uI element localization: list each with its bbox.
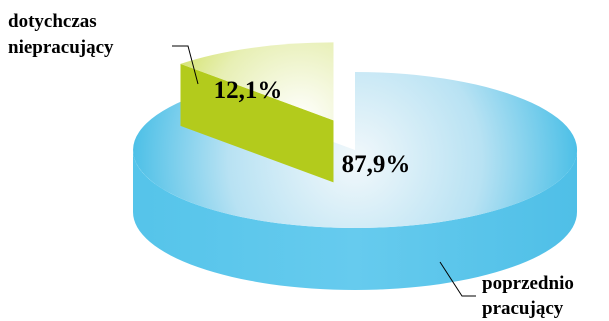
value-label-poprzednio: 87,9%: [342, 151, 411, 178]
category-label-poprzednio-line2: pracujący: [482, 298, 564, 319]
slice-poprzednio-pracujacy-side: [133, 150, 577, 290]
leader-line-poprzednio: [439, 261, 476, 297]
category-label-poprzednio-line1: poprzednio: [482, 273, 574, 294]
slice-dotychczas-niepracujacy: [180, 42, 334, 183]
category-label-dotychczas-line2: niepracujący: [8, 37, 114, 58]
slice-dotychczas-niepracujacy-top: [180, 42, 334, 121]
category-label-dotychczas-line1: dotychczas: [8, 11, 97, 32]
slice-dotychczas-niepracujacy-front: [180, 63, 334, 183]
value-label-dotychczas: 12,1%: [214, 77, 283, 104]
leader-line-dotychczas: [172, 45, 199, 85]
